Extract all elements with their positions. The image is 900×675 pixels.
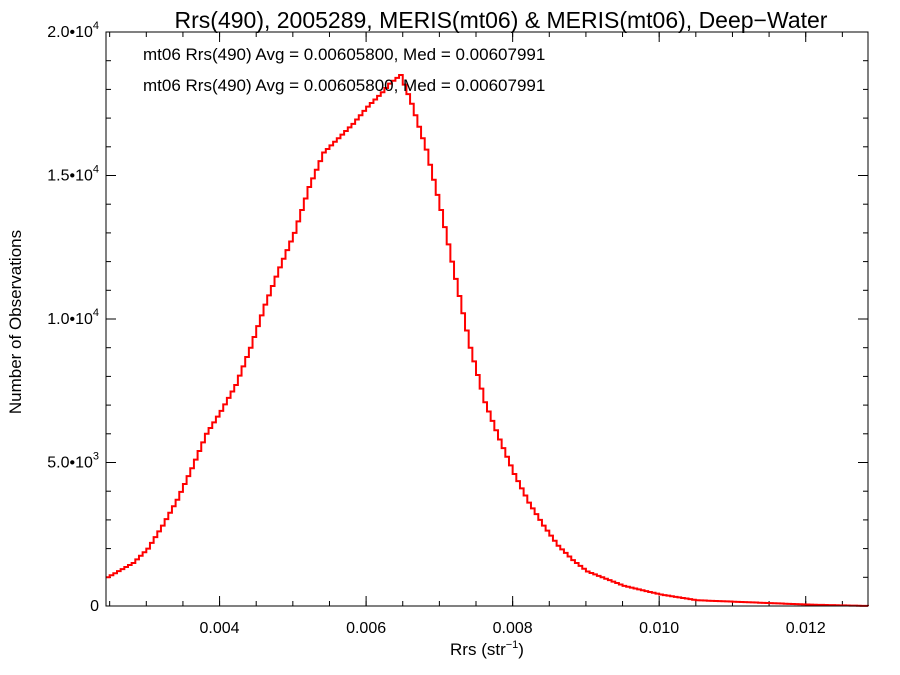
legend-annotations-overlay: mt06 Rrs(490) Avg = 0.00605800, Med = 0.… <box>143 76 545 95</box>
legend-annotations: mt06 Rrs(490) Avg = 0.00605800, Med = 0.… <box>143 45 545 64</box>
x-axis-label: Rrs (str−1) <box>450 639 524 659</box>
x-tick-label: 0.008 <box>493 620 533 637</box>
axis-ticks <box>106 31 868 607</box>
histogram-series-0 <box>106 74 869 607</box>
annotation-line-red: mt06 Rrs(490) Avg = 0.00605800, Med = 0.… <box>143 76 545 95</box>
chart-title: Rrs(490), 2005289, MERIS(mt06) & MERIS(m… <box>175 7 828 33</box>
x-tick-label: 0.012 <box>786 620 826 637</box>
y-tick-label: 2.0•104 <box>47 20 99 41</box>
plot-data <box>106 74 869 607</box>
x-tick-label: 0.004 <box>200 620 240 637</box>
y-tick-label: 0 <box>90 598 99 615</box>
x-tick-label: 0.006 <box>346 620 386 637</box>
y-tick-label: 1.5•104 <box>47 164 99 185</box>
y-tick-label: 5.0•103 <box>47 451 99 472</box>
y-axis-title: Number of Observations <box>6 230 25 414</box>
annotation-line-black: mt06 Rrs(490) Avg = 0.00605800, Med = 0.… <box>143 45 545 64</box>
x-tick-label: 0.010 <box>639 620 679 637</box>
plot-frame <box>105 31 869 607</box>
y-axis-label: Number of Observations <box>6 230 25 414</box>
y-tick-label: 1.0•104 <box>47 307 99 328</box>
axis-tick-labels: 0.004 0.006 0.008 0.010 0.012 0 5.0•103 1.0•104… <box>47 20 826 637</box>
